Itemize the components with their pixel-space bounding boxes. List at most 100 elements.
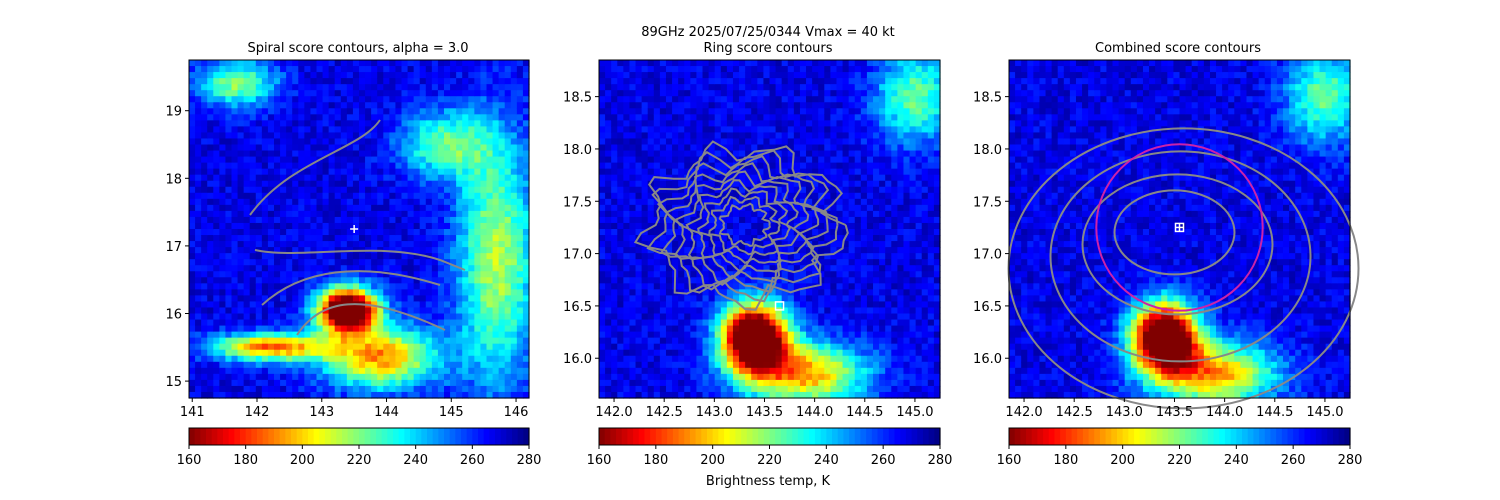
pixel-cell: [468, 72, 475, 79]
pixel-cell: [450, 192, 457, 200]
pixel-cell: [413, 96, 421, 103]
pixel-cell: [286, 216, 293, 224]
pixel-cell: [732, 301, 740, 309]
pixel-cell: [787, 283, 795, 290]
pixel-cell: [328, 241, 336, 248]
pixel-cell: [450, 198, 457, 206]
pixel-cell: [708, 319, 716, 327]
pixel-cell: [690, 253, 698, 260]
pixel-cell: [425, 96, 433, 103]
pixel-cell: [413, 271, 421, 278]
pixel-cell: [739, 313, 746, 321]
pixel-cell: [322, 373, 330, 381]
pixel-cell: [599, 90, 606, 97]
pixel-cell: [352, 385, 360, 393]
pixel-cell: [213, 295, 220, 303]
pixel-cell: [383, 72, 390, 79]
pixel-cell: [739, 325, 746, 333]
pixel-cell: [413, 229, 421, 236]
pixel-cell: [599, 96, 606, 103]
pixel-cell: [401, 168, 409, 176]
pixel-cell: [352, 66, 360, 73]
pixel-cell: [665, 168, 673, 176]
pixel-cell: [516, 90, 524, 97]
pixel-cell: [444, 301, 451, 309]
pixel-cell: [635, 271, 643, 278]
pixel-cell: [425, 325, 433, 333]
pixel-cell: [714, 222, 722, 230]
pixel-cell: [516, 277, 524, 284]
pixel-cell: [249, 349, 257, 357]
pixel-cell: [261, 144, 269, 152]
pixel-cell: [371, 156, 378, 164]
pixel-cell: [419, 192, 427, 200]
pixel-cell: [201, 222, 208, 230]
x-tick-label: 141: [180, 405, 205, 420]
pixel-cell: [207, 319, 214, 327]
pixel-cell: [359, 313, 366, 321]
pixel-cell: [310, 355, 318, 363]
pixel-cell: [346, 385, 354, 393]
pixel-cell: [444, 162, 451, 170]
pixel-cell: [389, 385, 397, 393]
pixel-cell: [504, 343, 512, 351]
pixel-cell: [781, 283, 789, 290]
pixel-cell: [359, 150, 366, 158]
pixel-cell: [480, 361, 488, 369]
pixel-cell: [346, 253, 354, 260]
pixel-cell: [407, 120, 415, 127]
pixel-cell: [352, 259, 360, 266]
pixel-cell: [425, 385, 433, 393]
pixel-cell: [629, 144, 637, 152]
pixel-cell: [745, 162, 752, 170]
pixel-cell: [678, 66, 685, 73]
pixel-cell: [696, 78, 704, 85]
pixel-cell: [346, 331, 354, 339]
pixel-cell: [623, 253, 631, 260]
pixel-cell: [219, 126, 227, 134]
pixel-cell: [267, 271, 275, 278]
pixel-cell: [365, 337, 372, 345]
pixel-cell: [249, 391, 257, 399]
pixel-cell: [255, 241, 263, 248]
pixel-cell: [480, 114, 488, 121]
pixel-cell: [510, 349, 518, 357]
pixel-cell: [389, 138, 397, 146]
pixel-cell: [498, 337, 506, 345]
pixel-cell: [456, 78, 463, 85]
pixel-cell: [599, 235, 606, 242]
pixel-cell: [431, 295, 439, 303]
pixel-cell: [486, 90, 494, 97]
pixel-cell: [371, 72, 378, 79]
pixel-cell: [599, 373, 606, 381]
pixel-cell: [328, 313, 336, 321]
pixel-cell: [678, 96, 685, 103]
pixel-cell: [486, 114, 494, 121]
pixel-cell: [365, 120, 372, 127]
pixel-cell: [684, 283, 691, 290]
pixel-cell: [407, 337, 415, 345]
pixel-cell: [516, 349, 524, 357]
pixel-cell: [793, 96, 801, 103]
pixel-cell: [340, 162, 348, 170]
pixel-cell: [611, 271, 618, 278]
pixel-cell: [522, 132, 530, 140]
pixel-cell: [793, 138, 801, 146]
pixel-cell: [690, 150, 698, 158]
pixel-cell: [237, 247, 245, 254]
pixel-cell: [334, 168, 342, 176]
pixel-cell: [243, 385, 251, 393]
pixel-cell: [304, 277, 312, 284]
pixel-cell: [249, 126, 257, 134]
pixel-cell: [231, 301, 239, 309]
pixel-cell: [255, 120, 263, 127]
pixel-cell: [708, 72, 716, 79]
pixel-cell: [310, 84, 318, 91]
pixel-cell: [383, 271, 390, 278]
pixel-cell: [653, 108, 661, 115]
pixel-cell: [726, 132, 734, 140]
pixel-cell: [498, 96, 506, 103]
pixel-cell: [249, 66, 257, 73]
pixel-cell: [599, 66, 606, 73]
pixel-cell: [623, 277, 631, 284]
